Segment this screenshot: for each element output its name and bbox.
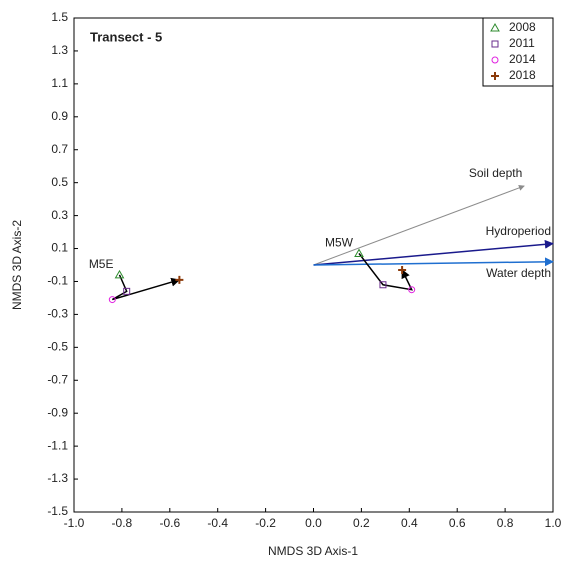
trajectory <box>111 274 181 301</box>
y-tick-label: 1.3 <box>51 43 68 57</box>
y-tick-label: -1.1 <box>47 438 68 452</box>
vector-label: Water depth <box>486 266 551 280</box>
x-tick-label: -0.2 <box>255 516 276 530</box>
legend-marker <box>491 40 499 48</box>
vector <box>313 239 554 266</box>
x-tick-label: 0.2 <box>353 516 370 530</box>
legend-label: 2008 <box>509 20 536 34</box>
chart-title: Transect - 5 <box>90 29 162 44</box>
legend-label: 2018 <box>509 68 536 82</box>
x-tick-label: -0.4 <box>207 516 228 530</box>
vector <box>313 257 554 267</box>
point <box>354 248 364 257</box>
y-tick-label: -0.9 <box>47 405 68 419</box>
point <box>379 281 387 289</box>
y-tick-label: 0.5 <box>51 175 68 189</box>
vector-label: Soil depth <box>469 166 522 180</box>
trajectory <box>358 253 414 291</box>
x-tick-label: 0.0 <box>305 516 322 530</box>
y-axis-label: NMDS 3D Axis-2 <box>10 220 24 310</box>
y-tick-label: -0.5 <box>47 340 68 354</box>
y-tick-label: -0.3 <box>47 307 68 321</box>
y-tick-label: 1.5 <box>51 10 68 24</box>
x-tick-label: 0.4 <box>401 516 418 530</box>
vector <box>313 185 525 266</box>
y-tick-label: 0.7 <box>51 142 68 156</box>
y-tick-label: -1.5 <box>47 504 68 518</box>
site-label: M5W <box>325 236 354 250</box>
x-tick-label: -0.8 <box>112 516 133 530</box>
point <box>123 287 131 295</box>
y-tick-label: 0.1 <box>51 241 68 255</box>
y-tick-label: 0.9 <box>51 109 68 123</box>
y-tick-label: 1.1 <box>51 76 68 90</box>
point <box>408 286 416 294</box>
legend-marker <box>491 56 499 64</box>
y-tick-label: -0.7 <box>47 372 68 386</box>
site-label: M5E <box>89 257 114 271</box>
legend-label: 2011 <box>509 36 535 50</box>
legend-marker <box>490 22 500 32</box>
x-tick-label: -0.6 <box>159 516 180 530</box>
x-tick-label: -1.0 <box>64 516 85 530</box>
y-tick-label: -1.3 <box>47 471 68 485</box>
point <box>398 265 407 274</box>
legend-marker <box>491 72 499 80</box>
y-tick-label: -0.1 <box>47 274 68 288</box>
y-tick-label: 0.3 <box>51 208 68 222</box>
point <box>175 275 184 284</box>
x-tick-label: 1.0 <box>545 516 562 530</box>
x-axis-label: NMDS 3D Axis-1 <box>268 544 358 558</box>
vector-label: Hydroperiod <box>486 224 551 238</box>
point <box>114 269 125 279</box>
point <box>108 296 116 304</box>
x-tick-label: 0.6 <box>449 516 466 530</box>
legend-label: 2014 <box>509 52 536 66</box>
x-tick-label: 0.8 <box>497 516 514 530</box>
